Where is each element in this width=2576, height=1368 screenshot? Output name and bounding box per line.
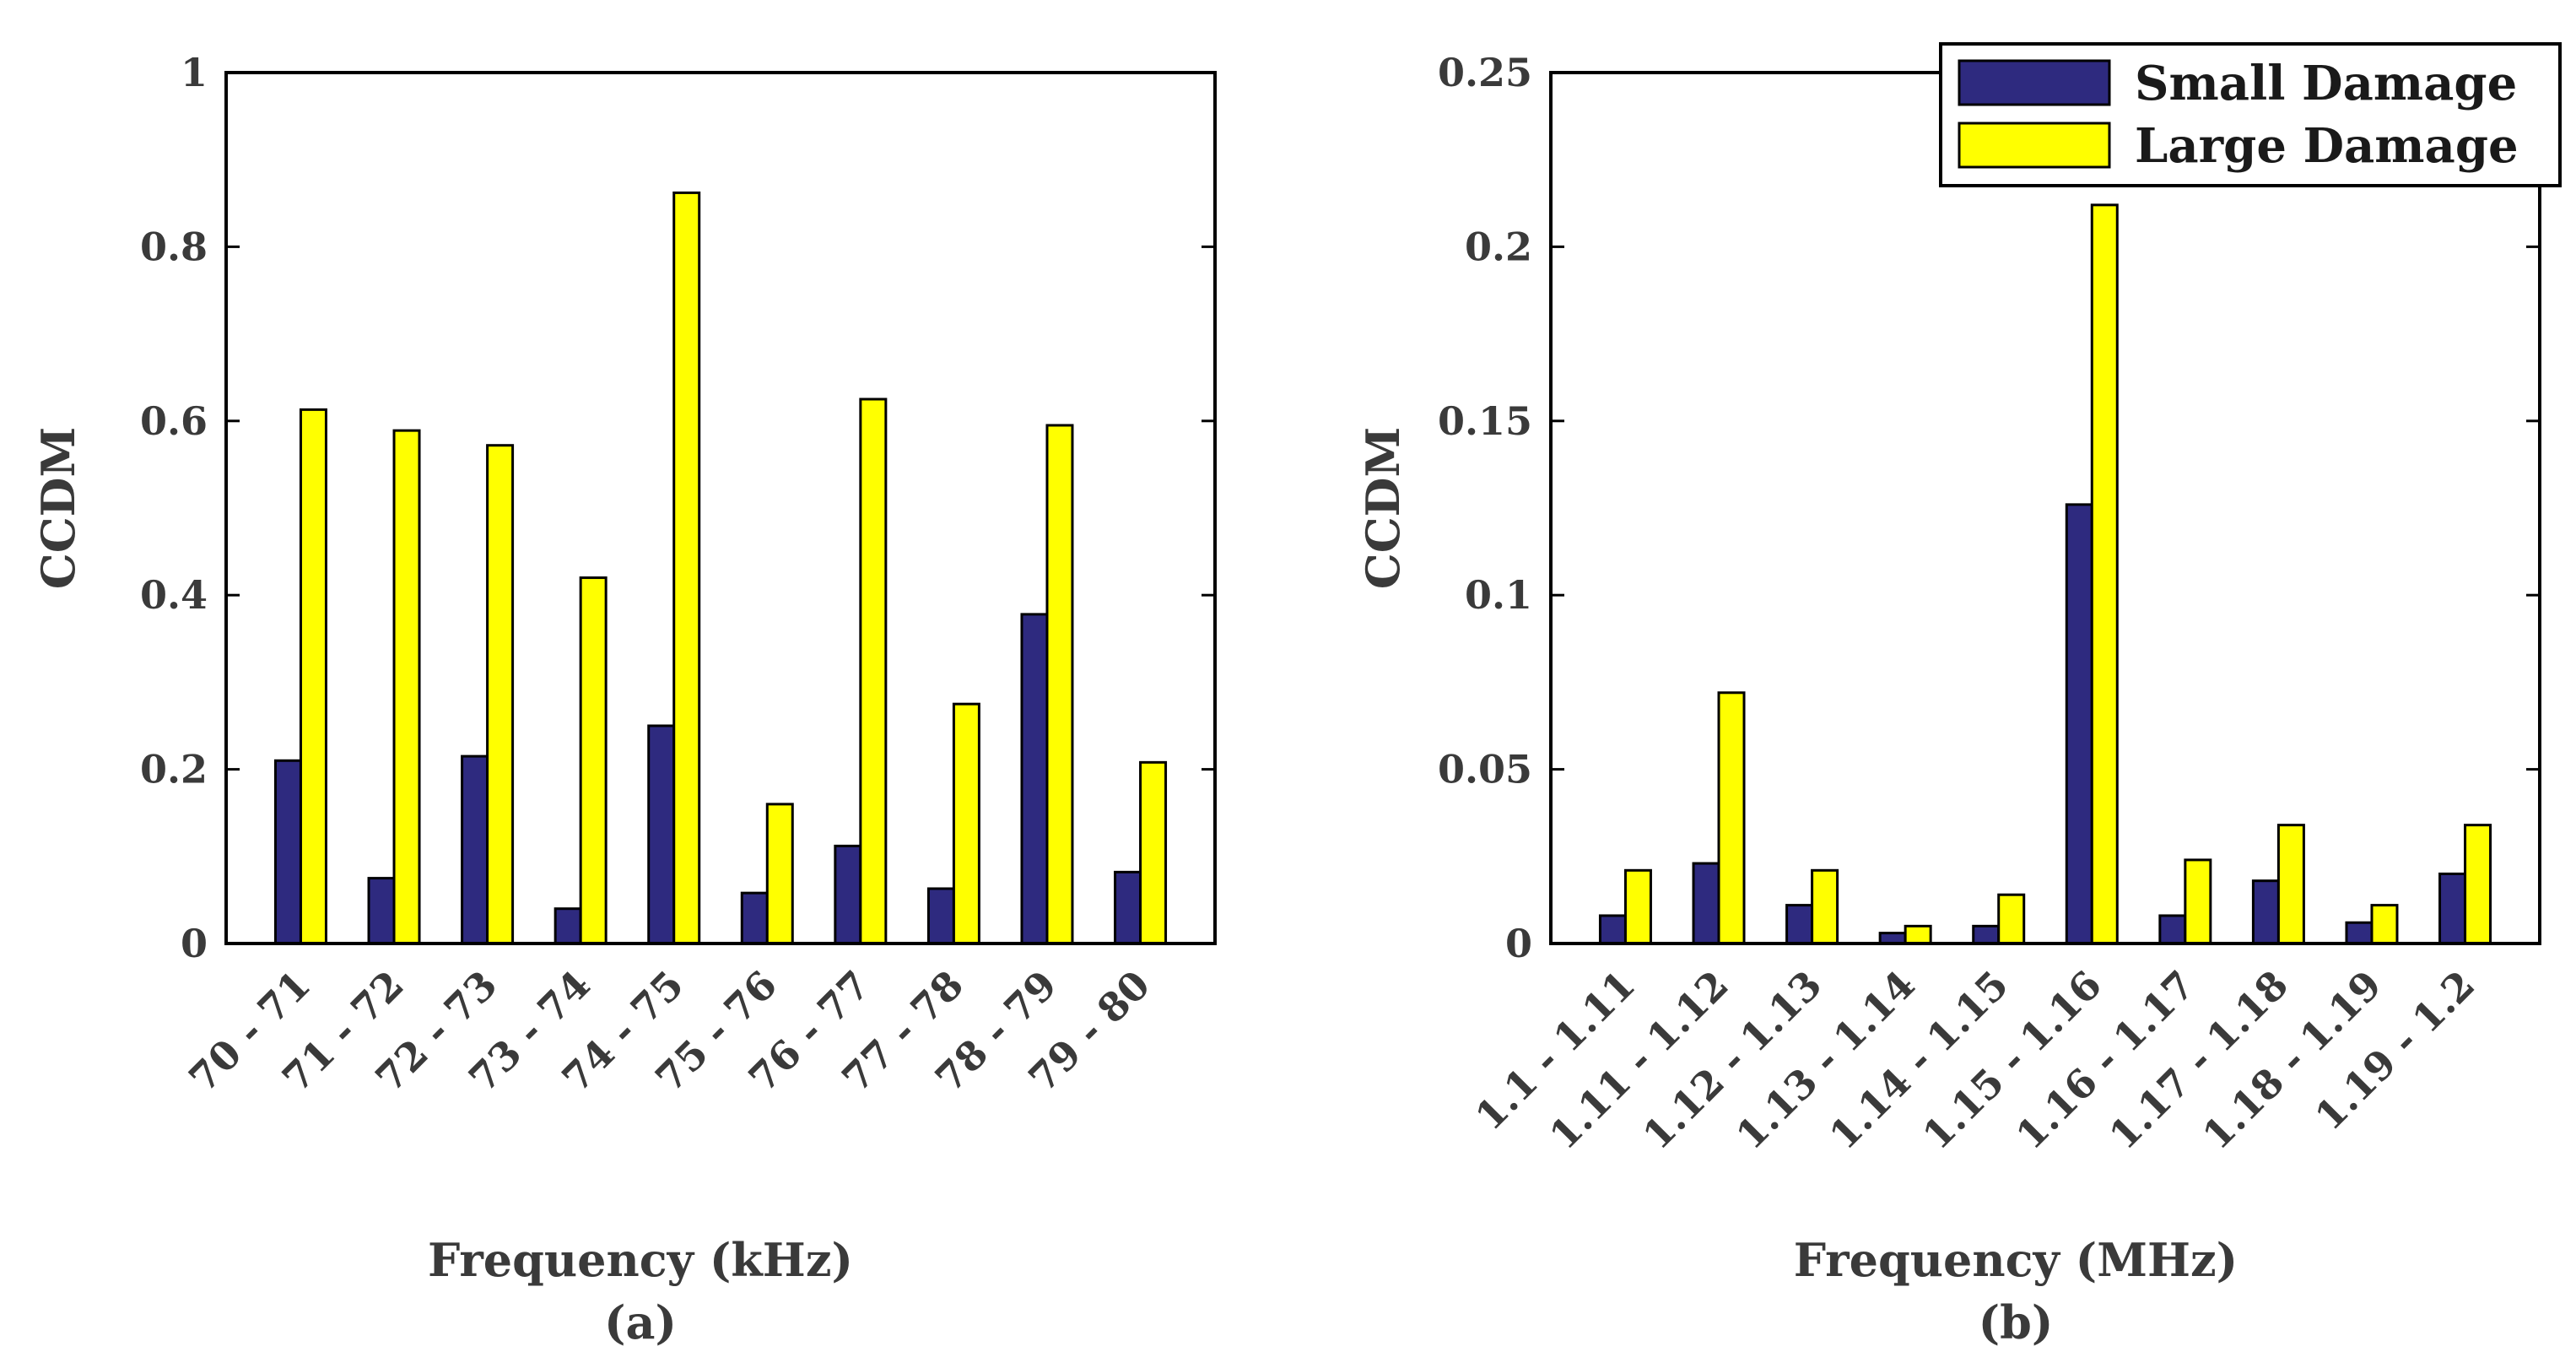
x-axis-label-b: Frequency (MHz) [1794,1233,2238,1287]
bar-small-damage-a [926,887,955,945]
bar-large-damage-b [1997,893,2026,945]
y-tick-label-b: 0.2 [1465,224,1532,269]
panel-label-a: (a) [604,1295,677,1349]
legend-label-small-damage: Small Damage [2135,56,2517,111]
y-ticks-a: 0 0.2 0.4 0.6 0.8 1 [140,50,1215,966]
bar-large-damage-a [486,444,515,945]
plot-frame-b [1549,71,2541,945]
bar-small-damage-a [554,907,582,945]
legend-swatch-large-damage [1958,122,2111,169]
bar-small-damage-a [1020,613,1049,945]
bar-large-damage-b [2184,858,2212,945]
y-tick-label-b: 0 [1505,921,1532,966]
bar-large-damage-a [765,803,794,945]
y-tick-label-b: 0.05 [1438,747,1532,792]
bar-small-damage-b [1692,862,1720,945]
bar-small-damage-a [273,759,302,945]
bar-large-damage-a [579,576,608,945]
bar-small-damage-b [1598,914,1627,945]
bars-a [273,191,1168,945]
bar-small-damage-b [2438,872,2467,945]
y-tick-label-b: 0.15 [1438,398,1532,444]
y-axis-label-b: CCDM [1356,427,1410,590]
bar-small-damage-b [1972,924,2001,945]
bar-large-damage-b [1811,868,1839,945]
panel-label-b: (b) [1979,1295,2054,1349]
bar-large-damage-b [1717,691,1746,945]
bar-small-damage-b [1785,904,1814,945]
y-ticks-b: 0 0.05 0.1 0.15 0.2 0.25 [1438,50,2540,966]
bar-small-damage-b [2158,914,2187,945]
bar-large-damage-a [672,191,701,945]
bar-small-damage-a [740,891,769,945]
y-tick-label-a: 0.6 [140,398,208,444]
bar-large-damage-b [2276,824,2305,945]
x-ticks-b: 1.1 - 1.111.11 - 1.121.12 - 1.131.13 - 1… [1466,962,2483,1159]
bar-large-damage-a [1045,424,1074,945]
bar-small-damage-b [2065,503,2093,945]
y-tick-label-a: 0.8 [140,224,208,269]
bar-large-damage-b [2090,203,2119,945]
bar-large-damage-a [392,429,421,945]
y-axis-label-a: CCDM [31,427,85,590]
bar-large-damage-a [859,397,888,945]
bar-small-damage-a [367,877,396,945]
y-tick-label-a: 0.4 [140,572,208,618]
legend-swatch-small-damage [1958,59,2111,106]
y-tick-label-a: 1 [181,50,208,95]
bar-small-damage-a [461,754,489,945]
y-tick-label-b: 0.25 [1438,50,1532,95]
y-tick-label-a: 0 [181,921,208,966]
bar-small-damage-b [2251,879,2280,945]
legend: Small Damage Large Damage [1939,42,2562,187]
bar-small-damage-a [647,724,676,945]
plot-frame-a [224,71,1217,945]
bar-large-damage-a [1139,760,1168,945]
y-tick-label-b: 0.1 [1465,572,1532,618]
bar-small-damage-a [834,844,862,945]
bar-small-damage-b [2345,921,2373,945]
bar-large-damage-a [299,408,327,945]
bar-large-damage-b [2464,824,2492,945]
legend-label-large-damage: Large Damage [2135,118,2519,174]
bars-b [1598,203,2492,945]
y-tick-label-a: 0.2 [140,747,208,792]
bar-large-damage-b [2370,904,2399,945]
bar-large-damage-a [952,702,980,945]
bar-small-damage-a [1114,870,1142,945]
bar-large-damage-b [1623,868,1652,945]
x-axis-label-a: Frequency (kHz) [428,1233,853,1287]
bar-large-damage-b [1904,924,1932,945]
chart-panel-b: 0 0.05 0.1 0.15 0.2 0.25 1.1 - 1.111.11 - 1.1… [1356,42,2562,1349]
